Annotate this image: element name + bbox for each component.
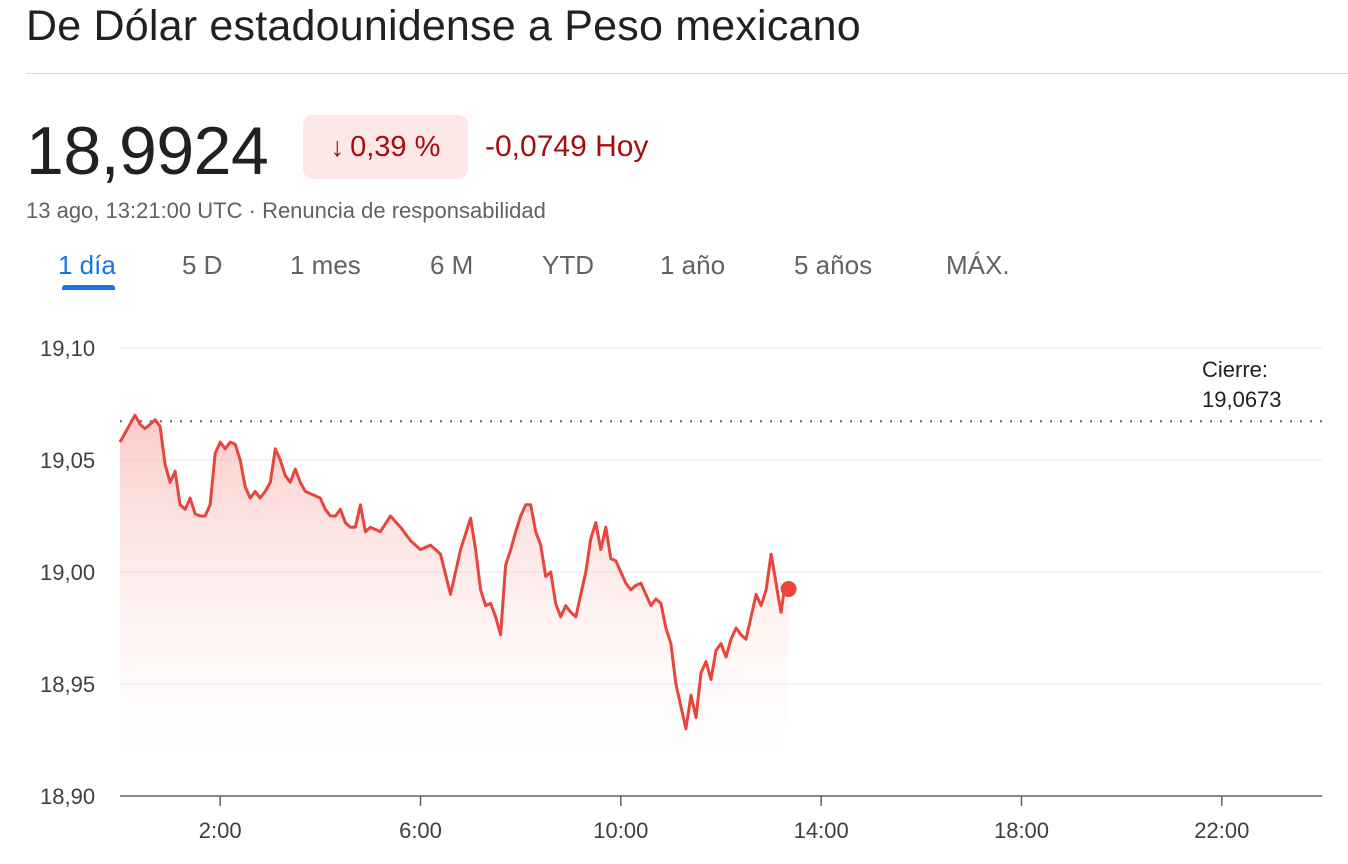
meta-separator: · [248,198,256,223]
y-tick-label: 18,95 [40,672,95,697]
y-tick-label: 19,10 [40,336,95,361]
percent-change-badge: ↓ 0,39 % [303,115,468,179]
tab-max[interactable]: MÁX. [946,250,1010,280]
tab-1-dia[interactable]: 1 día [58,250,116,280]
tab-5-anos[interactable]: 5 años [794,250,873,280]
current-price: 18,9924 [26,113,269,189]
close-label-title: Cierre: [1202,357,1268,382]
tab-6-m[interactable]: 6 M [430,250,474,280]
tab-1-mes[interactable]: 1 mes [290,250,361,280]
x-axis: 2:00 6:00 10:00 14:00 18:00 22:00 [199,796,1249,843]
y-tick-label: 18,90 [40,784,95,809]
disclaimer-link[interactable]: Renuncia de responsabilidad [262,198,546,223]
price-line [118,413,790,731]
x-tick-label: 10:00 [593,818,648,843]
x-tick-label: 14:00 [794,818,849,843]
quote-meta: 13 ago, 13:21:00 UTC · Renuncia de respo… [26,198,546,224]
range-tabs: 1 día 5 D 1 mes 6 M YTD 1 año 5 años MÁX… [0,250,1100,294]
active-tab-indicator [62,285,115,290]
arrow-down-icon: ↓ [330,131,345,162]
x-tick-label: 2:00 [199,818,242,843]
tab-1-ano[interactable]: 1 año [660,250,726,280]
y-tick-label: 19,00 [40,560,95,585]
tab-5-d[interactable]: 5 D [182,250,223,280]
y-axis-labels: 19,10 19,05 19,00 18,95 18,90 [40,336,95,809]
last-price-point [780,581,797,598]
absolute-change: -0,0749 Hoy [485,130,649,163]
page-title: De Dólar estadounidense a Peso mexicano [26,2,861,50]
quote-timestamp: 13 ago, 13:21:00 UTC [26,198,243,223]
x-tick-label: 6:00 [399,818,442,843]
close-label-value: 19,0673 [1202,387,1282,412]
y-tick-label: 19,05 [40,448,95,473]
x-tick-label: 22:00 [1194,818,1249,843]
percent-change-value: 0,39 % [350,130,441,163]
header-divider [26,73,1348,74]
price-chart[interactable]: 19,10 19,05 19,00 18,95 18,90 2:00 6:00 10:00 1… [0,300,1348,864]
x-tick-label: 18:00 [994,818,1049,843]
tab-ytd[interactable]: YTD [542,250,594,280]
